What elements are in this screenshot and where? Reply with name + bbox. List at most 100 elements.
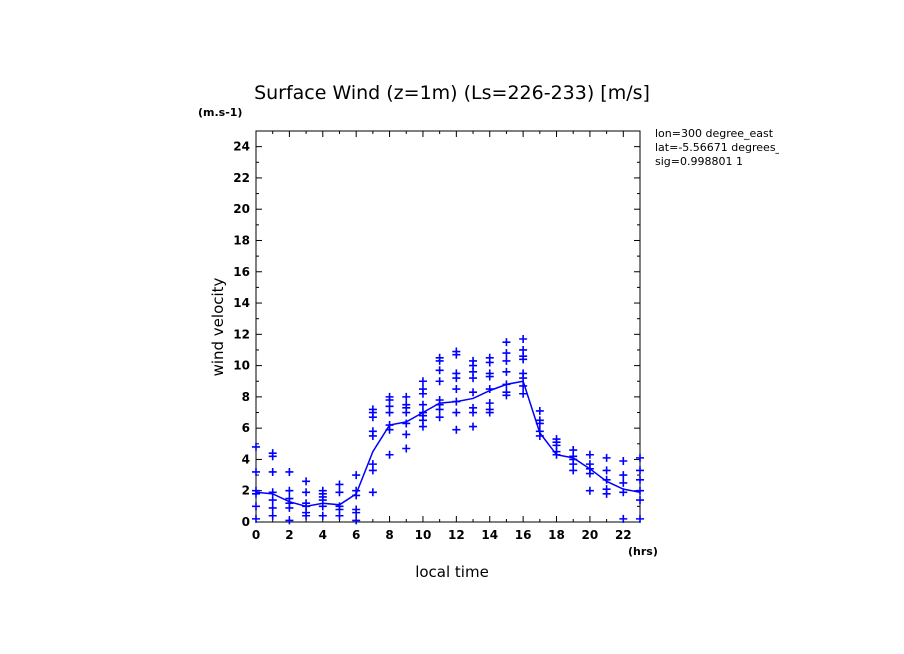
series-layer bbox=[252, 335, 644, 525]
mean-wind-line bbox=[255, 380, 641, 508]
data-point bbox=[469, 374, 478, 383]
x-tick-label: 22 bbox=[615, 528, 632, 542]
info-lon: lon=300 degree_east bbox=[655, 127, 774, 140]
data-point bbox=[402, 419, 411, 428]
data-point bbox=[585, 486, 594, 495]
data-point bbox=[268, 511, 277, 520]
data-point bbox=[619, 514, 628, 523]
data-point bbox=[402, 392, 411, 401]
y-tick-label: 20 bbox=[233, 202, 250, 216]
y-tick-label: 24 bbox=[233, 140, 250, 154]
axis-ticks bbox=[255, 130, 641, 523]
data-point bbox=[402, 430, 411, 439]
data-point bbox=[619, 471, 628, 480]
x-tick-label: 14 bbox=[481, 528, 498, 542]
data-point bbox=[636, 475, 644, 484]
y-tick-label: 4 bbox=[242, 452, 250, 466]
x-tick-label: 4 bbox=[319, 528, 327, 542]
data-point bbox=[602, 453, 611, 462]
data-point bbox=[418, 389, 427, 398]
y-axis-label: wind velocity bbox=[209, 277, 227, 376]
data-point bbox=[602, 475, 611, 484]
x-unit-label: (hrs) bbox=[628, 545, 658, 558]
data-point bbox=[435, 405, 444, 414]
data-point bbox=[318, 502, 327, 511]
data-point bbox=[619, 488, 628, 497]
data-point bbox=[636, 514, 644, 523]
data-point bbox=[252, 514, 260, 523]
data-point bbox=[469, 422, 478, 431]
data-point bbox=[452, 374, 461, 383]
data-point bbox=[352, 516, 361, 525]
data-point bbox=[268, 496, 277, 505]
data-point bbox=[318, 511, 327, 520]
data-point bbox=[302, 477, 311, 486]
y-tick-label: 8 bbox=[242, 390, 250, 404]
data-point bbox=[636, 466, 644, 475]
plot-frame bbox=[255, 130, 641, 523]
data-point bbox=[335, 511, 344, 520]
y-tick-label: 12 bbox=[233, 327, 250, 341]
data-point bbox=[435, 377, 444, 386]
y-tick-label: 10 bbox=[233, 359, 250, 373]
data-point bbox=[352, 471, 361, 480]
data-point bbox=[535, 431, 544, 440]
y-tick-label: 6 bbox=[242, 421, 250, 435]
y-unit-label: (m.s-1) bbox=[198, 106, 242, 119]
data-point bbox=[302, 511, 311, 520]
data-point bbox=[502, 338, 511, 347]
data-point bbox=[452, 350, 461, 359]
data-point bbox=[268, 452, 277, 461]
y-tick-label: 22 bbox=[233, 171, 250, 185]
data-point bbox=[385, 425, 394, 434]
data-point bbox=[435, 366, 444, 375]
data-point bbox=[602, 489, 611, 498]
data-point bbox=[519, 381, 528, 390]
data-point bbox=[368, 488, 377, 497]
data-point bbox=[636, 496, 644, 505]
data-point bbox=[285, 503, 294, 512]
data-point bbox=[435, 356, 444, 365]
data-point bbox=[385, 450, 394, 459]
data-point bbox=[452, 397, 461, 406]
data-point bbox=[368, 466, 377, 475]
data-point bbox=[252, 502, 260, 511]
x-tick-label: 12 bbox=[448, 528, 465, 542]
data-point bbox=[502, 380, 511, 389]
info-sig: sig=0.998801 1 bbox=[655, 155, 743, 168]
data-point bbox=[636, 486, 644, 495]
x-axis-label: local time bbox=[415, 563, 489, 581]
data-point bbox=[268, 467, 277, 476]
data-point bbox=[585, 469, 594, 478]
data-point bbox=[285, 516, 294, 525]
x-tick-label: 0 bbox=[252, 528, 260, 542]
y-tick-label: 14 bbox=[233, 296, 250, 310]
data-point bbox=[285, 486, 294, 495]
data-point bbox=[452, 408, 461, 417]
data-point bbox=[485, 358, 494, 367]
data-point bbox=[252, 442, 260, 451]
data-point bbox=[519, 335, 528, 344]
data-point bbox=[368, 413, 377, 422]
data-point bbox=[469, 408, 478, 417]
data-point bbox=[569, 466, 578, 475]
x-tick-label: 2 bbox=[285, 528, 293, 542]
data-point bbox=[619, 478, 628, 487]
data-point bbox=[619, 457, 628, 466]
y-tick-label: 0 bbox=[242, 515, 250, 529]
data-point bbox=[519, 355, 528, 364]
data-point bbox=[502, 349, 511, 358]
data-point bbox=[485, 408, 494, 417]
chart-title: Surface Wind (z=1m) (Ls=226-233) [m/s] bbox=[254, 82, 650, 104]
info-box: lon=300 degree_east lat=-5.56671 degrees… bbox=[655, 127, 779, 168]
data-point bbox=[452, 385, 461, 394]
data-point bbox=[485, 385, 494, 394]
y-tick-label: 2 bbox=[242, 484, 250, 498]
data-point bbox=[402, 444, 411, 453]
data-point bbox=[352, 491, 361, 500]
data-point bbox=[252, 467, 260, 476]
x-tick-label: 18 bbox=[548, 528, 565, 542]
data-point bbox=[352, 508, 361, 517]
